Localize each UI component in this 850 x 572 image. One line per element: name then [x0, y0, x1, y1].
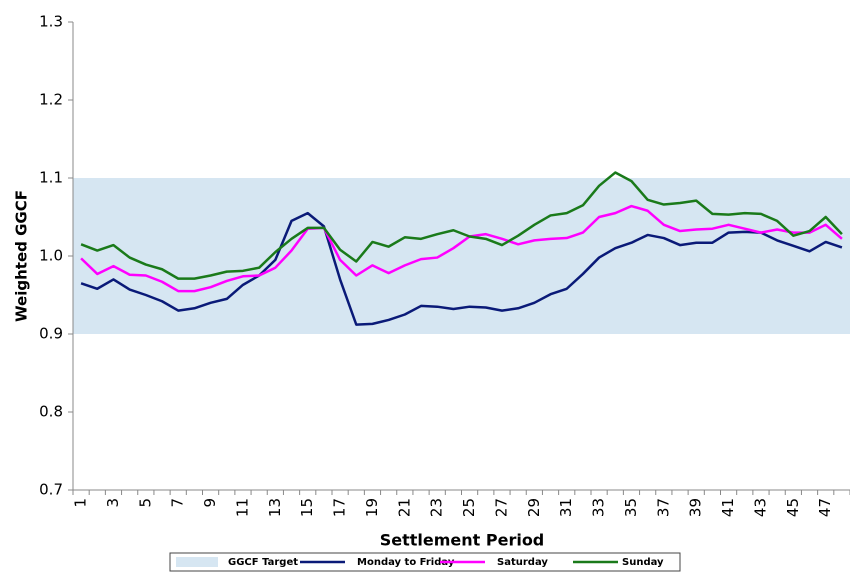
x-tick-label: 29 [525, 498, 543, 517]
x-tick-label: 33 [590, 498, 608, 517]
x-tick-label: 11 [233, 498, 251, 517]
x-tick-label: 37 [654, 498, 672, 517]
legend-label: Monday to Friday [357, 557, 455, 568]
legend-label: GGCF Target [228, 557, 298, 568]
x-axis-title: Settlement Period [380, 531, 545, 550]
y-tick-label: 1.1 [39, 169, 63, 187]
x-tick-label: 15 [298, 498, 316, 517]
y-tick-label: 0.9 [39, 325, 63, 343]
series-line [80, 204, 843, 293]
y-tick-label: 0.7 [39, 481, 63, 499]
x-tick-label: 23 [428, 498, 446, 517]
y-tick-label: 1.2 [39, 91, 63, 109]
x-tick-label: 27 [492, 498, 510, 517]
x-tick-label: 13 [266, 498, 284, 517]
x-tick-label: 45 [784, 498, 802, 517]
series-line [80, 211, 843, 326]
x-tick-label: 5 [136, 498, 154, 508]
legend-label: Saturday [497, 557, 548, 568]
x-tick-label: 17 [331, 498, 349, 517]
x-tick-label: 1 [72, 498, 90, 508]
target-band [73, 178, 850, 334]
x-tick-label: 41 [719, 498, 737, 517]
x-tick-label: 21 [395, 498, 413, 517]
y-tick-label: 0.8 [39, 403, 63, 421]
x-tick-label: 9 [201, 498, 219, 508]
x-tick-label: 3 [104, 498, 122, 508]
x-tick-label: 47 [816, 498, 834, 517]
x-tick-label: 43 [751, 498, 769, 517]
legend-label: Sunday [622, 557, 664, 568]
x-tick-label: 7 [169, 498, 187, 508]
x-tick-label: 39 [687, 498, 705, 517]
x-tick-label: 19 [363, 498, 381, 517]
x-tick-label: 25 [460, 498, 478, 517]
legend [169, 552, 681, 572]
legend-swatch [176, 557, 218, 567]
y-axis-title: Weighted GGCF [13, 190, 31, 322]
y-tick-label: 1.0 [39, 247, 63, 265]
x-tick-label: 35 [622, 498, 640, 517]
x-tick-label: 31 [557, 498, 575, 517]
series-line [80, 171, 843, 280]
y-tick-label: 1.3 [39, 13, 63, 31]
